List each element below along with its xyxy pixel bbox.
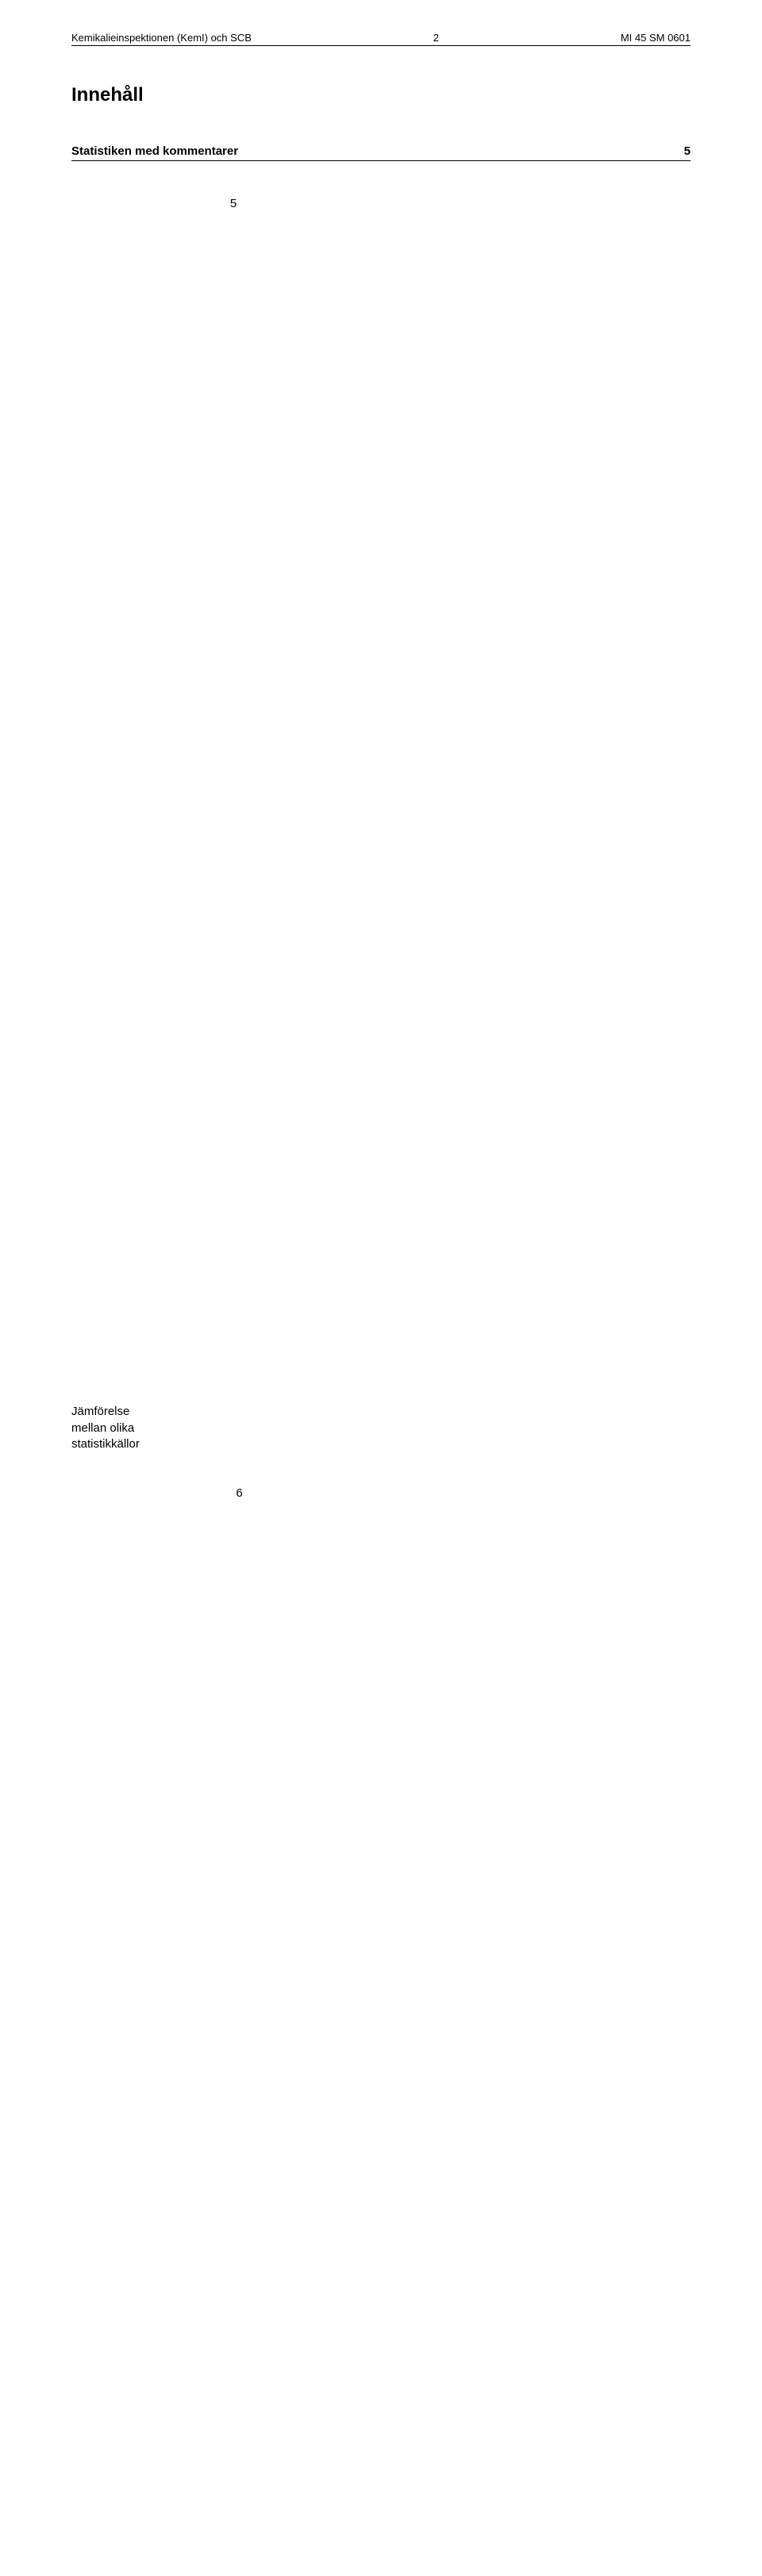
toc-section-page: 5 — [684, 144, 691, 158]
page-header: Kemikalieinspektionen (KemI) och SCB 2 M… — [71, 32, 691, 46]
header-left: Kemikalieinspektionen (KemI) och SCB — [71, 32, 252, 44]
toc-row: Tillverkning och utrikeshandel, tidsseri… — [71, 1454, 691, 2576]
toc-section-body: Jämförelse mellan olika statistikkällor5… — [71, 164, 691, 2576]
document-page: Kemikalieinspektionen (KemI) och SCB 2 M… — [0, 0, 762, 2576]
toc-row: Jämförelse mellan olika statistikkällor5 — [71, 164, 691, 1452]
toc-row-page: 6 — [164, 1454, 691, 2576]
toc-section-head: Statistiken med kommentarer 5 — [71, 144, 691, 161]
header-right: MI 45 SM 0601 — [621, 32, 691, 44]
toc-section-label: Statistiken med kommentarer — [71, 144, 238, 158]
toc-row-label: Jämförelse mellan olika statistikkällor — [71, 1404, 159, 1452]
page-title: Innehåll — [71, 84, 691, 106]
toc-row-page: 5 — [159, 164, 691, 1452]
header-center: 2 — [433, 32, 439, 44]
